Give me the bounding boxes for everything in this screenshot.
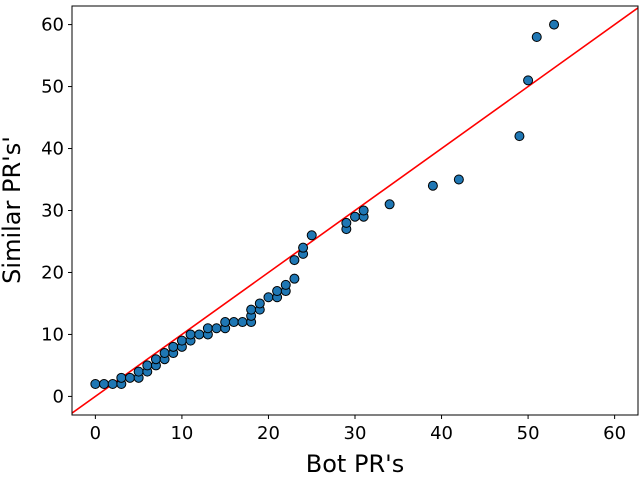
data-point [237, 317, 248, 328]
data-point [185, 329, 196, 340]
data-point [116, 372, 127, 383]
x-axis: 0 10 20 30 40 50 60 [90, 415, 626, 444]
data-point [549, 19, 560, 30]
data-point [272, 286, 283, 297]
data-point [246, 304, 257, 315]
data-point [350, 211, 360, 222]
data-point [358, 205, 369, 216]
x-tick-label: 30 [344, 423, 367, 444]
y-tick-label: 10 [41, 324, 64, 345]
data-point [384, 199, 395, 210]
y-tick-label: 30 [41, 201, 64, 222]
data-point [168, 341, 179, 352]
y-tick-label: 50 [41, 77, 64, 98]
data-point [523, 75, 534, 86]
data-point [133, 366, 144, 377]
data-point [194, 329, 205, 340]
data-point [220, 317, 231, 328]
x-tick-label: 40 [430, 423, 453, 444]
x-tick-label: 50 [517, 423, 540, 444]
data-point [211, 323, 222, 334]
y-tick-label: 40 [41, 139, 64, 160]
data-point [298, 242, 309, 253]
x-axis-label: Bot PR's [306, 450, 404, 478]
data-point [142, 360, 153, 371]
data-point [453, 174, 464, 185]
data-point [99, 379, 110, 390]
y-tick-label: 60 [41, 15, 64, 36]
data-point [254, 298, 265, 309]
x-tick-label: 0 [90, 423, 101, 444]
data-point [150, 354, 161, 365]
data-point [263, 292, 274, 303]
data-point [341, 217, 352, 228]
data-point [289, 273, 300, 284]
data-point [531, 31, 542, 42]
x-tick-label: 60 [603, 423, 626, 444]
data-point [124, 372, 135, 383]
data-point [514, 131, 525, 142]
reference-line [72, 7, 638, 414]
y-tick-label: 20 [41, 262, 64, 283]
y-axis-label: Similar PR's' [0, 136, 26, 284]
x-tick-label: 20 [257, 423, 280, 444]
data-point [280, 279, 291, 290]
data-point [289, 255, 300, 266]
x-tick-label: 10 [170, 423, 193, 444]
data-point [427, 180, 438, 191]
data-point [306, 230, 317, 241]
y-tick-label: 0 [53, 386, 64, 407]
data-point [159, 348, 170, 359]
data-point [90, 379, 101, 390]
data-point [107, 379, 118, 390]
data-point [176, 335, 187, 346]
data-point [228, 317, 239, 328]
y-axis: 0 10 20 30 40 50 60 [41, 15, 72, 407]
data-point [202, 323, 213, 334]
